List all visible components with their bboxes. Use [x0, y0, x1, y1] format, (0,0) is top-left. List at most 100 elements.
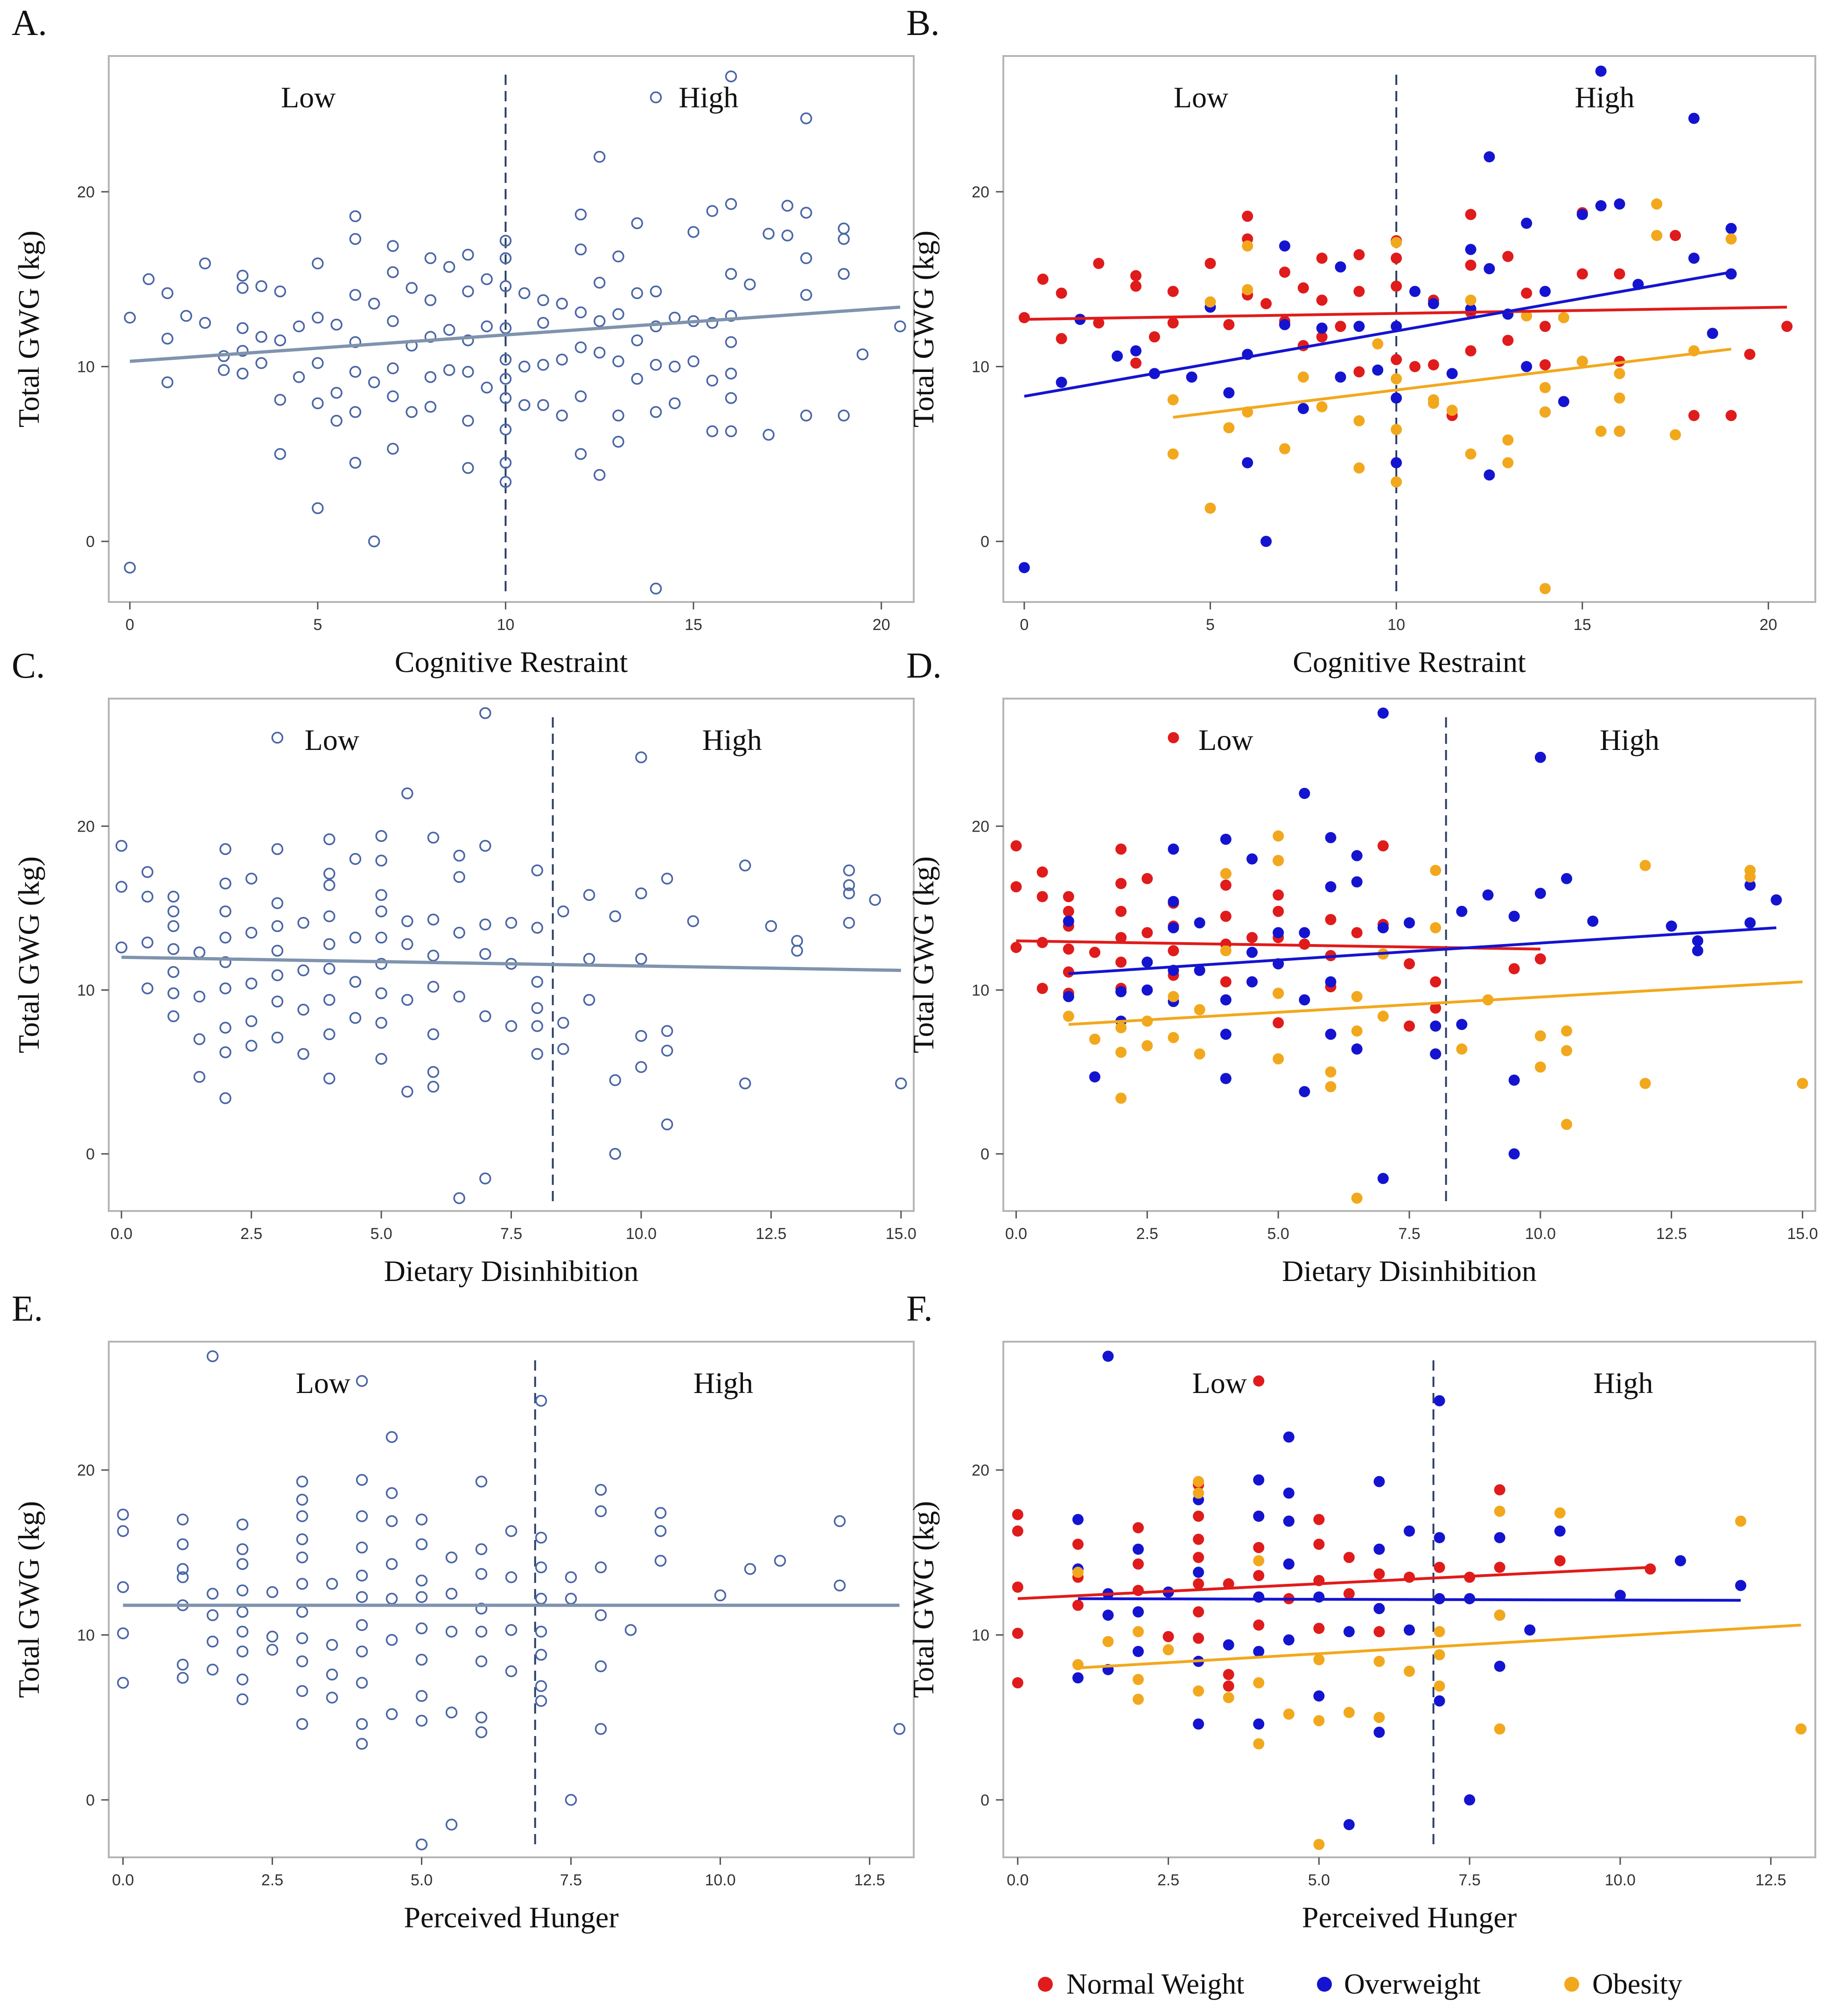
data-point	[1404, 917, 1415, 929]
data-point	[349, 233, 362, 245]
data-point	[1253, 1570, 1265, 1582]
data-point	[518, 360, 531, 373]
data-point	[296, 1493, 308, 1506]
data-point	[323, 938, 336, 950]
data-point	[1220, 976, 1232, 987]
data-point	[323, 1072, 336, 1085]
data-point	[1434, 1695, 1445, 1707]
data-point	[574, 341, 587, 354]
data-point	[505, 917, 518, 929]
data-point	[1561, 1119, 1573, 1130]
y-axis-title: Total GWG (kg)	[12, 231, 45, 427]
data-point	[219, 956, 231, 968]
data-point	[843, 879, 855, 891]
data-point	[1012, 1627, 1023, 1639]
data-point	[1595, 426, 1607, 437]
data-point	[326, 1692, 338, 1704]
data-point	[763, 428, 775, 441]
data-point	[531, 1002, 543, 1014]
x-tick-label: 12.5	[854, 1871, 885, 1889]
data-point	[650, 406, 662, 418]
data-point	[593, 346, 606, 359]
data-point	[725, 392, 737, 404]
data-point	[117, 1627, 129, 1639]
data-point	[800, 409, 812, 422]
data-point	[424, 371, 437, 383]
data-point	[556, 409, 568, 422]
data-point	[531, 1048, 543, 1060]
data-point	[401, 1085, 413, 1098]
data-point	[1115, 1046, 1127, 1058]
data-point	[401, 787, 413, 799]
data-point	[1018, 562, 1030, 574]
data-point	[668, 397, 681, 409]
data-point	[330, 414, 343, 427]
data-point	[296, 1578, 308, 1590]
data-point	[1430, 976, 1442, 987]
data-point	[800, 252, 812, 265]
data-point	[1651, 198, 1663, 210]
data-point	[635, 887, 647, 900]
data-point	[1279, 443, 1290, 455]
data-point	[462, 462, 474, 474]
data-point	[453, 1192, 465, 1204]
data-point	[593, 315, 606, 327]
data-point	[1246, 976, 1258, 987]
data-point	[271, 731, 284, 744]
data-point	[1377, 1173, 1389, 1184]
data-point	[124, 311, 136, 324]
data-point	[475, 1726, 488, 1738]
x-axis-title: Perceived Hunger	[404, 1901, 618, 1934]
data-point	[1534, 953, 1546, 965]
y-tick-label: 10	[972, 1626, 989, 1644]
data-point	[475, 1568, 488, 1580]
data-point	[1707, 328, 1718, 339]
data-point	[661, 1044, 673, 1057]
data-point	[1456, 1043, 1468, 1055]
data-point	[141, 890, 154, 903]
data-point	[236, 1518, 249, 1531]
data-point	[1539, 583, 1551, 595]
y-axis-title: Total GWG (kg)	[12, 856, 45, 1053]
data-point	[499, 280, 512, 292]
x-tick-label: 2.5	[1157, 1871, 1179, 1889]
data-point	[1351, 850, 1363, 861]
data-point	[356, 1569, 368, 1582]
data-point	[161, 376, 174, 389]
data-point	[1313, 1654, 1325, 1666]
data-point	[725, 367, 737, 380]
data-point	[1391, 252, 1402, 264]
data-point	[1428, 298, 1439, 309]
data-point	[385, 1558, 398, 1570]
data-point	[1018, 312, 1030, 323]
data-point	[1534, 888, 1546, 899]
data-point	[1246, 853, 1258, 865]
data-point	[1115, 878, 1127, 889]
data-point	[462, 285, 474, 298]
y-tick-label: 0	[980, 1146, 989, 1163]
data-point	[1279, 240, 1290, 252]
data-point	[1508, 1074, 1520, 1086]
data-point	[326, 1638, 338, 1651]
data-point	[1587, 916, 1599, 927]
data-point	[1012, 1525, 1023, 1537]
data-point	[1253, 1474, 1265, 1486]
data-point	[843, 864, 855, 876]
data-point	[1576, 356, 1588, 367]
data-point	[706, 205, 719, 217]
data-point	[236, 1558, 249, 1570]
x-tick-label: 12.5	[1756, 1871, 1786, 1889]
data-point	[180, 310, 192, 322]
x-tick-label: 10.0	[1605, 1871, 1636, 1889]
data-point	[206, 1663, 219, 1676]
data-point	[1260, 298, 1272, 309]
legend: Normal Weight Overweight Obesity	[1038, 1968, 1682, 2000]
data-point	[323, 833, 336, 846]
high-group-label: High	[1575, 81, 1635, 114]
data-point	[1539, 321, 1551, 332]
y-tick-label: 10	[77, 358, 95, 376]
data-point	[1168, 922, 1179, 934]
data-point	[1010, 942, 1022, 953]
data-point	[330, 386, 343, 399]
panel-label: D.	[906, 645, 942, 686]
